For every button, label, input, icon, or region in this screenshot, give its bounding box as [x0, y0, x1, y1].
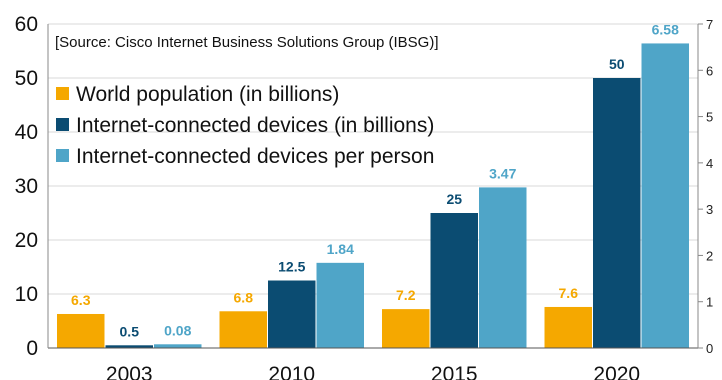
gridlines	[48, 23, 698, 295]
bar-devices-per-person-2010	[316, 262, 364, 348]
y2-tick-label: 5	[706, 110, 713, 125]
axes	[47, 24, 699, 349]
data-label-world-population-2020: 7.6	[559, 285, 579, 301]
bar-world-population-2003	[57, 313, 105, 348]
y2-tick-label: 4	[706, 156, 713, 171]
y-tick-label: 50	[15, 67, 38, 90]
y2-tick-label: 0	[706, 341, 713, 356]
bar-devices-per-person-2015	[479, 187, 527, 348]
x-tick-label: 2010	[268, 363, 315, 380]
bar-devices-2020	[593, 78, 641, 348]
y2-tick-label: 1	[706, 295, 713, 310]
data-label-devices-2010: 12.5	[278, 259, 305, 275]
legend-swatch-devices	[56, 118, 69, 131]
bar-devices-2010	[268, 280, 316, 348]
data-label-world-population-2015: 7.2	[396, 287, 416, 303]
y2-tick-label: 7	[706, 17, 713, 32]
data-labels: 6.3 0.5 0.08 6.8 12.5 1.84 7.2 25 3.47 7.6 50 6.58	[71, 21, 679, 339]
bar-world-population-2010	[219, 311, 267, 348]
legend-swatch-devices-per-person	[56, 149, 69, 162]
y-tick-label: 10	[15, 283, 38, 306]
legend-label-devices-per-person: Internet-connected devices per person	[76, 145, 434, 168]
y-tick-label: 20	[15, 229, 38, 252]
legend: World population (in billions) Internet-…	[56, 83, 434, 168]
bar-world-population-2015	[382, 309, 430, 348]
legend-label-devices: Internet-connected devices (in billions)	[76, 114, 434, 137]
y2-tick-label: 3	[706, 202, 713, 217]
data-label-devices-per-person-2003: 0.08	[164, 322, 191, 338]
data-label-devices-per-person-2015: 3.47	[489, 165, 516, 181]
data-label-devices-2020: 50	[609, 56, 625, 72]
bar-devices-2015	[430, 213, 478, 348]
data-label-devices-2015: 25	[446, 191, 462, 207]
bars	[57, 43, 689, 348]
y-tick-label: 40	[15, 121, 38, 144]
x-tick-label: 2003	[106, 363, 153, 380]
y2-axis-ticks: 0 1 2 3 4 5 6 7	[698, 17, 713, 356]
legend-swatch-world-population	[56, 87, 69, 100]
data-label-devices-per-person-2020: 6.58	[652, 21, 679, 37]
y-tick-label: 0	[26, 337, 38, 360]
y-tick-label: 60	[15, 13, 38, 36]
data-label-world-population-2003: 6.3	[71, 292, 91, 308]
y2-tick-label: 2	[706, 248, 713, 263]
y-axis-ticks: 0 10 20 30 40 50 60	[15, 13, 38, 360]
bar-devices-2003	[105, 345, 153, 348]
legend-label-world-population: World population (in billions)	[76, 83, 339, 106]
bar-world-population-2020	[544, 306, 592, 348]
y-tick-label: 30	[15, 175, 38, 198]
source-annotation: [Source: Cisco Internet Business Solutio…	[55, 34, 439, 51]
bar-devices-per-person-2020	[641, 43, 689, 348]
data-label-world-population-2010: 6.8	[234, 289, 254, 305]
x-axis-ticks: 2003 2010 2015 2020	[106, 363, 640, 380]
y2-tick-label: 6	[706, 63, 713, 78]
data-label-devices-2003: 0.5	[120, 323, 140, 339]
x-tick-label: 2015	[431, 363, 478, 380]
x-tick-label: 2020	[593, 363, 640, 380]
data-label-devices-per-person-2010: 1.84	[327, 241, 354, 257]
bar-devices-per-person-2003	[154, 344, 202, 348]
